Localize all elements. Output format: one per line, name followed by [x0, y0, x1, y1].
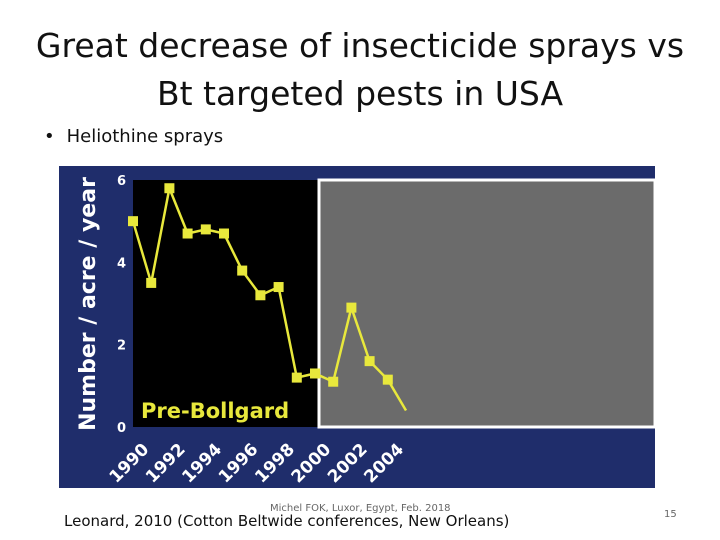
- y-tick-label-0: 0: [117, 421, 126, 436]
- post-bollgard-region: [319, 180, 655, 427]
- series-line: [131, 183, 408, 412]
- data-point-2001: [328, 376, 339, 387]
- bullet-item: • Heliothine sprays: [44, 126, 223, 147]
- data-point-1992: [164, 183, 175, 194]
- data-point-1997: [255, 290, 266, 301]
- data-point-1993: [182, 228, 193, 239]
- y-tick-label-6: 6: [117, 174, 126, 189]
- pre-bollgard-region: [133, 180, 319, 427]
- data-point-1994: [200, 224, 211, 235]
- bullet-dot-icon: •: [44, 126, 55, 147]
- y-tick-label-4: 4: [117, 256, 126, 271]
- y-axis-label: Number / acre / year: [76, 177, 101, 431]
- data-point-1999: [291, 372, 302, 383]
- page-number: 15: [664, 509, 677, 520]
- data-point-2004: [382, 374, 393, 385]
- data-point-1996: [237, 265, 248, 276]
- footer-text: Michel FOK, Luxor, Egypt, Feb. 2018: [270, 503, 451, 514]
- y-tick-label-2: 2: [117, 339, 126, 354]
- data-point-1990: [128, 216, 138, 227]
- slide-title-line-1: Great decrease of insecticide sprays vs: [35, 26, 685, 65]
- data-point-1998: [273, 282, 284, 293]
- slide-title: Great decrease of insecticide sprays vs …: [0, 22, 720, 118]
- bullet-text: Heliothine sprays: [66, 126, 224, 147]
- data-point-1995: [219, 228, 229, 239]
- data-point-2000: [310, 368, 320, 379]
- slide-title-line-2: Bt targeted pests in USA: [156, 74, 564, 113]
- data-point-2003: [364, 356, 375, 367]
- citation: Leonard, 2010 (Cotton Beltwide conferenc…: [64, 512, 510, 530]
- data-point-2002: [346, 302, 357, 313]
- pre-bollgard-label: Pre-Bollgard: [141, 399, 289, 423]
- line-chart: Number / acre / year Pre-Bollgard 024619…: [59, 166, 657, 488]
- chart-container: Number / acre / year Pre-Bollgard 0 2 4 6 19…: [59, 166, 657, 488]
- data-point-1991: [146, 277, 157, 288]
